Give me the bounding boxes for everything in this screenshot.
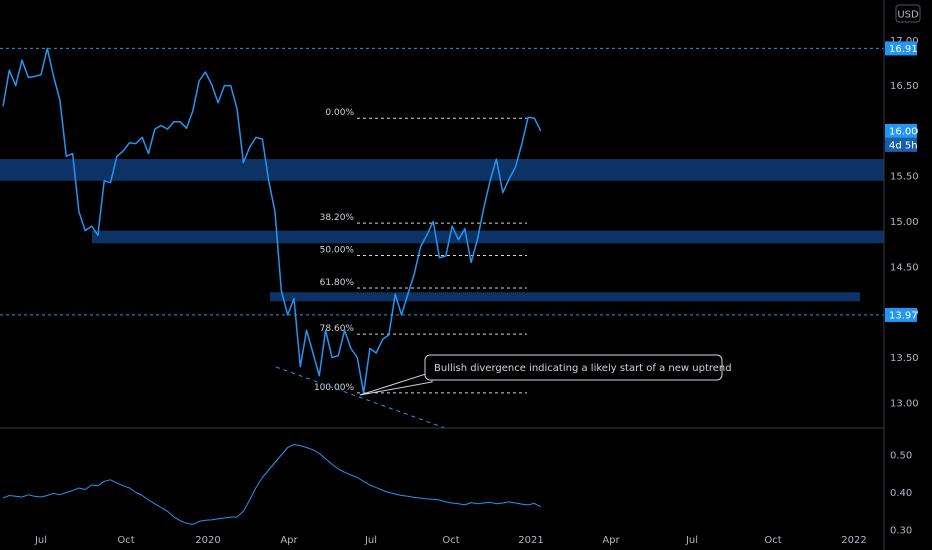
time-tick-1: Oct xyxy=(117,535,134,546)
price-tag-bg-1 xyxy=(885,123,917,138)
fib-label-1: 38.20% xyxy=(320,213,355,223)
price-axis-ticks: 17.0016.5016.0015.5015.0014.5014.0013.50… xyxy=(890,36,919,410)
price-tick-1: 16.50 xyxy=(890,81,919,92)
zone-3 xyxy=(270,292,860,302)
currency-label: USD xyxy=(897,10,919,21)
price-line xyxy=(2,47,542,394)
indicator-tick-0: 0.50 xyxy=(890,451,912,462)
zone-1 xyxy=(0,159,884,181)
fib-label-4: 78.60% xyxy=(320,324,355,334)
callout-box xyxy=(424,354,723,381)
currency-button[interactable]: USD xyxy=(895,4,921,23)
price-tick-4: 15.00 xyxy=(890,217,919,228)
time-tick-9: Oct xyxy=(764,535,781,546)
countdown-label: 4d 5h xyxy=(889,140,918,151)
time-tick-10: 2022 xyxy=(841,535,866,546)
price-tick-0: 17.00 xyxy=(890,36,919,47)
divergence-trendline[interactable] xyxy=(275,366,446,429)
indicator-line xyxy=(2,444,541,525)
zone-2 xyxy=(92,230,884,244)
indicator-axis-ticks: 0.50 0.40 0.30 xyxy=(890,451,912,537)
fib-label-0: 0.00% xyxy=(325,108,354,118)
indicator-series xyxy=(2,444,541,525)
price-tags: 16.91 16.00 13.97 4d 5h xyxy=(885,41,918,322)
support-resistance-zones xyxy=(0,159,884,302)
price-tag-2: 13.97 xyxy=(889,310,918,321)
fib-label-2: 50.00% xyxy=(320,246,355,256)
price-tag-bg-0 xyxy=(885,41,917,56)
price-tag-0: 16.91 xyxy=(889,44,918,55)
fib-label-3: 61.80% xyxy=(320,278,355,288)
indicator-tick-2: 0.30 xyxy=(890,526,912,537)
countdown-bg xyxy=(885,137,917,152)
time-tick-6: 2021 xyxy=(518,535,543,546)
time-axis-ticks: Jul Oct 2020 Apr Jul Oct 2021 Apr Jul Oct 2022 xyxy=(34,535,867,546)
time-tick-5: Oct xyxy=(442,535,459,546)
time-tick-2: 2020 xyxy=(195,535,220,546)
price-tick-8: 13.00 xyxy=(890,398,919,409)
indicator-tick-1: 0.40 xyxy=(890,488,912,499)
fibonacci-retracement[interactable]: 0.00% 38.20% 50.00% 61.80% 78.60% 100.00% xyxy=(314,108,527,394)
price-tick-7: 13.50 xyxy=(890,353,919,364)
price-tag-1: 16.00 xyxy=(889,126,918,137)
time-tick-0: Jul xyxy=(34,535,47,546)
callout-text: Bullish divergence indicating a likely s… xyxy=(434,363,732,374)
time-tick-3: Apr xyxy=(280,535,298,546)
time-tick-4: Jul xyxy=(364,535,377,546)
annotation-callout[interactable]: Bullish divergence indicating a likely s… xyxy=(359,354,732,396)
price-tag-bg-2 xyxy=(885,307,917,322)
fib-label-5: 100.00% xyxy=(314,383,354,393)
time-tick-8: Jul xyxy=(685,535,698,546)
price-tick-3: 15.50 xyxy=(890,172,919,183)
price-series xyxy=(2,47,542,394)
time-tick-7: Apr xyxy=(602,535,620,546)
price-tick-5: 14.50 xyxy=(890,262,919,273)
